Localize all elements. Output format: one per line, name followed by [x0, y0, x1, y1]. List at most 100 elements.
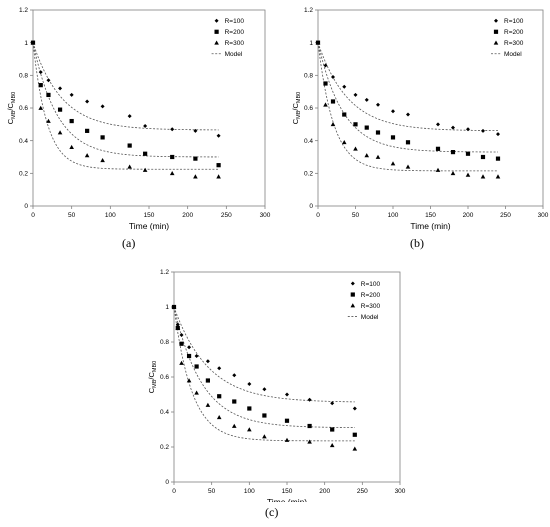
model-curve	[32, 42, 219, 131]
data-point-r-200	[465, 151, 471, 156]
data-point-r-300	[247, 427, 252, 432]
x-tick-label: 0	[31, 212, 35, 219]
data-point-r-100	[46, 78, 51, 83]
legend-swatch	[214, 40, 219, 45]
data-point-r-300	[57, 130, 63, 135]
data-point-r-100	[406, 112, 410, 117]
data-point-r-300	[307, 439, 312, 444]
data-point-r-100	[216, 133, 221, 138]
data-point-r-100	[496, 132, 500, 137]
data-point-r-200	[330, 427, 335, 432]
x-tick-label: 150	[144, 212, 155, 219]
legend-label: Model	[361, 314, 379, 321]
data-point-r-100	[232, 373, 237, 378]
data-point-r-200	[353, 122, 358, 127]
legend-label: Model	[504, 51, 522, 58]
data-point-r-300	[364, 153, 370, 158]
chart-a-svg: 0 50 100 150 200 250 300 0 0.2 0.4 0.6 0.8 1 1.2 Time …	[6, 7, 271, 231]
y-axis-label: CMB/CMB0	[291, 92, 302, 124]
legend-label: R=100	[361, 281, 381, 288]
y-axis-label-part: C	[6, 118, 15, 124]
y-axis-label-part: MB	[152, 379, 158, 388]
data-point-r-100	[481, 128, 485, 133]
data-point-r-200	[323, 81, 328, 86]
data-point-r-200	[143, 151, 148, 156]
data-point-r-100	[205, 359, 210, 364]
x-tick-label: 250	[500, 212, 511, 219]
data-point-r-300	[127, 164, 132, 169]
y-tick-label: 0.4	[19, 138, 28, 145]
x-tick-label: 0	[316, 212, 320, 219]
x-tick-label: 100	[244, 488, 255, 495]
model-curve	[173, 306, 355, 403]
legend-swatch	[214, 18, 219, 23]
legend-label: R=100	[225, 18, 245, 25]
data-point-r-200	[69, 118, 74, 124]
data-point-r-200	[495, 156, 501, 161]
panel-label-c: (c)	[265, 505, 279, 519]
legend-label: Model	[225, 51, 243, 58]
data-point-r-200	[364, 125, 369, 130]
legend-label: R=100	[504, 18, 524, 25]
data-point-r-200	[57, 107, 63, 112]
data-point-r-100	[38, 70, 43, 75]
data-point-r-300	[450, 171, 456, 176]
data-point-r-100	[58, 86, 63, 91]
data-point-r-100	[285, 392, 289, 397]
y-axis-label-part: /C	[147, 371, 156, 379]
data-point-r-100	[247, 382, 252, 386]
data-point-r-300	[231, 423, 237, 428]
data-point-r-100	[353, 92, 358, 97]
data-point-r-300	[179, 360, 184, 365]
data-point-r-300	[142, 167, 148, 172]
data-point-r-300	[216, 174, 221, 179]
data-point-r-200	[46, 92, 51, 98]
data-point-r-300	[169, 171, 175, 176]
data-point-r-200	[450, 150, 456, 155]
data-point-r-200	[352, 432, 357, 437]
data-point-r-200	[193, 156, 198, 161]
legend-swatch	[350, 292, 355, 297]
data-point-r-200	[247, 406, 252, 411]
data-point-r-300	[30, 40, 36, 45]
y-tick-label: 0.6	[19, 105, 28, 112]
y-tick-label: 1	[24, 40, 28, 47]
data-point-r-200	[232, 399, 237, 404]
data-point-r-200	[217, 394, 222, 399]
legend-label: R=200	[225, 29, 245, 36]
y-tick-label: 1.2	[160, 269, 169, 276]
x-tick-label: 100	[105, 212, 116, 219]
y-axis-label-part: MB	[296, 110, 302, 119]
x-tick-label: 300	[538, 212, 549, 219]
x-tick-label: 300	[395, 488, 406, 495]
data-point-r-200	[390, 135, 396, 140]
legend-swatch	[214, 29, 219, 34]
x-tick-label: 50	[352, 212, 360, 219]
x-tick-label: 300	[260, 212, 271, 219]
data-point-r-300	[194, 390, 199, 395]
data-point-r-200	[307, 423, 312, 429]
legend-label: R=200	[361, 292, 381, 299]
data-point-r-300	[353, 146, 358, 151]
data-point-r-100	[179, 333, 184, 337]
data-point-r-300	[341, 140, 347, 145]
y-axis-label-part: MB	[11, 110, 17, 119]
y-tick-label: 0.2	[19, 171, 28, 178]
data-point-r-100	[436, 122, 440, 127]
y-axis-label-part: MB0	[11, 92, 17, 103]
y-axis-label-part: C	[291, 118, 300, 124]
data-point-r-300	[69, 144, 74, 150]
data-point-r-200	[405, 140, 411, 145]
data-point-r-100	[352, 406, 357, 411]
data-point-r-300	[465, 172, 471, 177]
legend-swatch	[493, 29, 499, 34]
data-point-r-300	[390, 161, 396, 166]
data-point-r-100	[262, 387, 267, 392]
data-point-r-200	[330, 99, 336, 104]
data-point-r-300	[216, 414, 222, 420]
y-tick-label: 0	[309, 203, 313, 210]
x-axis-label: Time (min)	[267, 497, 307, 502]
data-point-r-300	[262, 434, 267, 439]
data-point-r-200	[284, 418, 290, 423]
y-axis-label-part: /C	[6, 102, 15, 110]
